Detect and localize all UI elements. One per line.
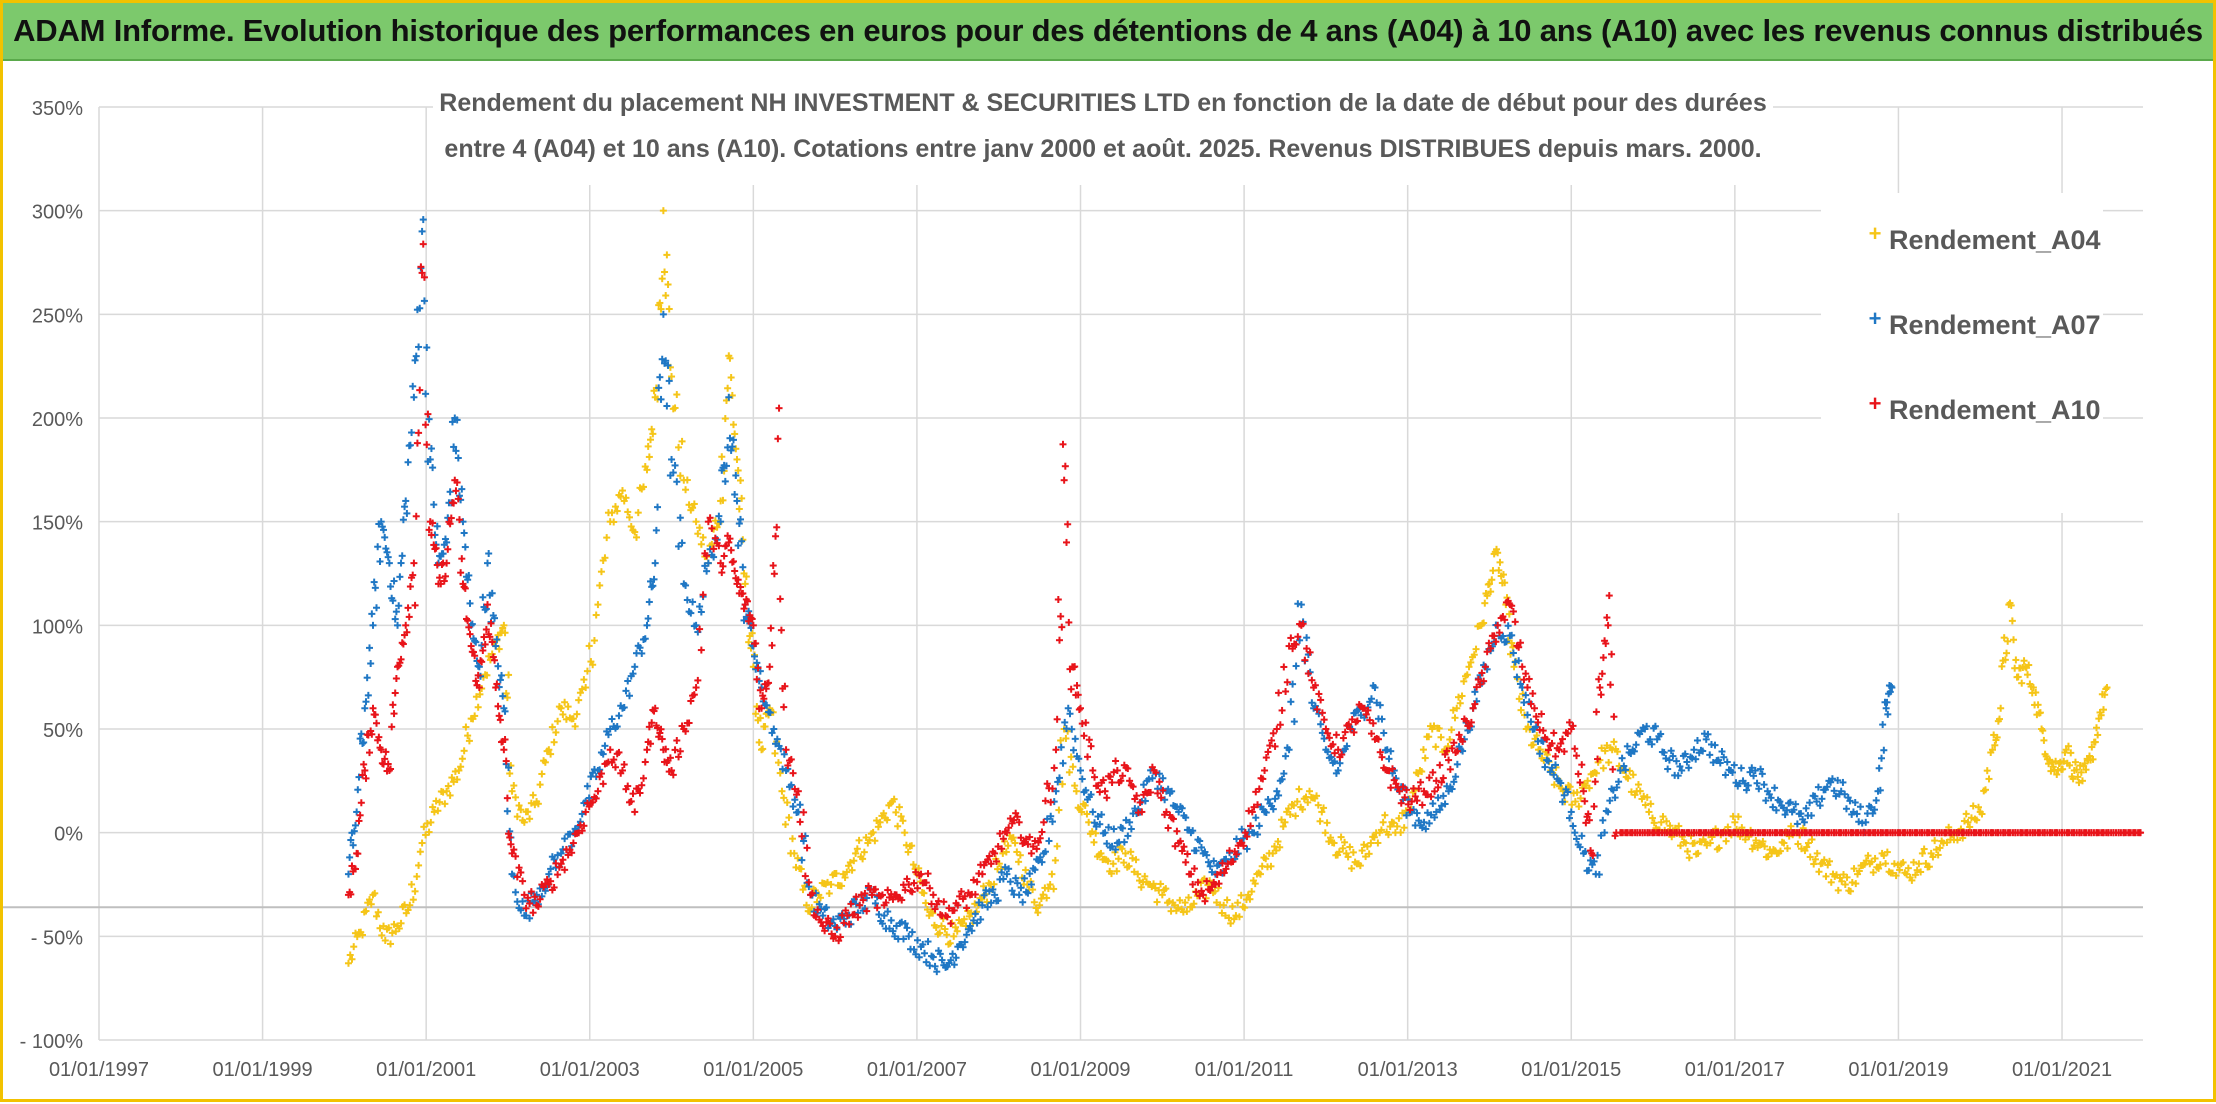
- y-tick-label: 0%: [54, 824, 83, 846]
- x-tick-label: 01/01/2003: [540, 1059, 640, 1081]
- x-tick-label: 01/01/2021: [2012, 1059, 2112, 1081]
- x-tick-label: 01/01/2011: [1195, 1059, 1294, 1081]
- report-title: ADAM Informe. Evolution historique des p…: [13, 13, 2203, 49]
- report-banner: ADAM Informe. Evolution historique des p…: [3, 3, 2213, 61]
- y-tick-label: 100%: [32, 616, 83, 638]
- y-tick-label: 150%: [32, 513, 83, 535]
- x-tick-label: 01/01/1997: [49, 1059, 149, 1081]
- y-tick-label: 250%: [32, 305, 83, 327]
- x-tick-label: 01/01/2007: [867, 1059, 967, 1081]
- x-tick-label: 01/01/1999: [213, 1059, 313, 1081]
- performance-scatter-chart: 350% 300% 250% 200% 150% 100% 50% 0% - 50% - 100%…: [3, 63, 2213, 1099]
- y-tick-label: 50%: [43, 720, 83, 742]
- chart-area: 350% 300% 250% 200% 150% 100% 50% 0% - 50% - 100%…: [3, 63, 2213, 1099]
- y-tick-label: 300%: [32, 202, 83, 224]
- y-tick-label: - 100%: [20, 1031, 84, 1053]
- y-tick-label: 200%: [32, 409, 83, 431]
- x-tick-label: 01/01/2019: [1848, 1059, 1948, 1081]
- x-tick-label: 01/01/2017: [1685, 1059, 1785, 1081]
- x-tick-label: 01/01/2005: [703, 1059, 803, 1081]
- y-tick-label: - 50%: [31, 927, 83, 949]
- x-tick-label: 01/01/2009: [1030, 1059, 1130, 1081]
- x-tick-label: 01/01/2013: [1358, 1059, 1458, 1081]
- x-tick-label: 01/01/2001: [376, 1059, 476, 1081]
- x-tick-label: 01/01/2015: [1521, 1059, 1621, 1081]
- y-tick-label: 350%: [32, 98, 83, 120]
